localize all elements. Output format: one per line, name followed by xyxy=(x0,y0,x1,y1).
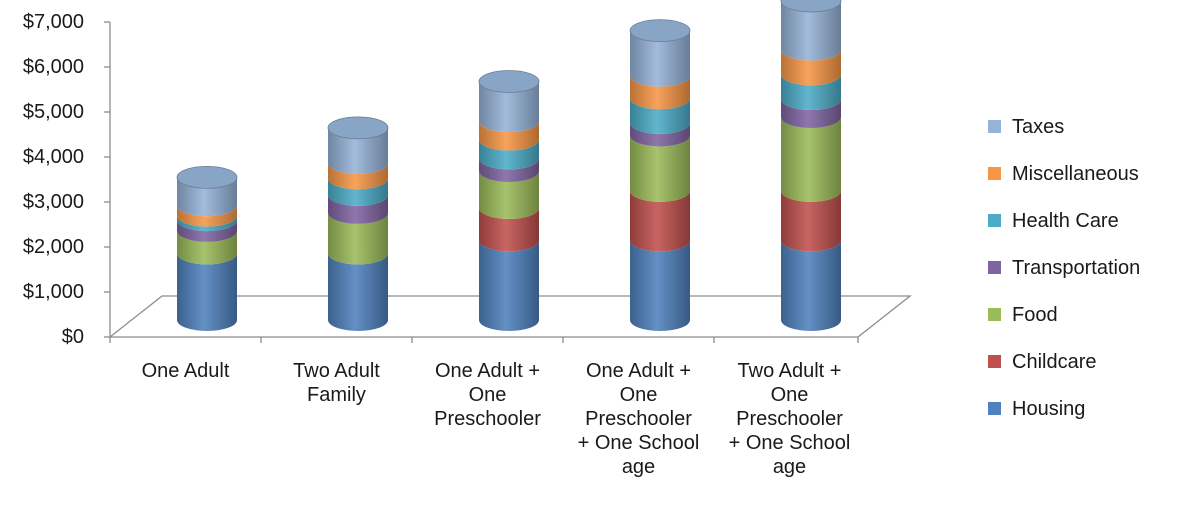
bar-segment-health-care xyxy=(781,74,841,111)
bar-segment-childcare xyxy=(630,190,690,252)
x-category-label: One Adult + One Preschooler + One School age xyxy=(564,359,714,479)
bar-segment-miscellaneous xyxy=(781,49,841,86)
legend-item-childcare: Childcare xyxy=(988,350,1178,374)
x-category-label: Two Adult + One Preschooler + One School age xyxy=(715,359,865,479)
legend-swatch xyxy=(988,120,1001,133)
x-category-label-line: One Adult + xyxy=(434,360,541,382)
bar-segment-transportation xyxy=(630,122,690,147)
legend-label: Housing xyxy=(1012,398,1086,420)
y-tick-label: $2,000 xyxy=(22,236,84,258)
y-tick-label: $1,000 xyxy=(22,281,84,303)
legend-swatch xyxy=(988,167,1001,180)
y-tick-label: $6,000 xyxy=(22,56,84,78)
x-category-label: Two Adult Family xyxy=(262,359,412,407)
legend-label: Childcare xyxy=(1012,351,1097,373)
legend-swatch xyxy=(988,214,1001,227)
bar-top-cap xyxy=(176,165,238,189)
bar-segment-food xyxy=(781,117,841,202)
x-category-label-line: One Adult + xyxy=(585,360,692,382)
bar-segment-miscellaneous xyxy=(177,205,238,227)
bar-segment-taxes xyxy=(328,127,388,174)
bar-segment-food xyxy=(328,212,388,265)
legend-item-housing: Housing xyxy=(988,397,1178,421)
y-tick-label: $3,000 xyxy=(22,191,84,213)
x-category-label-line: One xyxy=(468,384,507,406)
x-category-label-line: age xyxy=(621,456,656,478)
bar-segment-health-care xyxy=(177,215,238,232)
bar-segment-housing xyxy=(630,240,690,331)
y-tick-label: $5,000 xyxy=(22,101,84,123)
bar-segment-housing xyxy=(177,253,238,331)
bar-segment-transportation xyxy=(479,158,539,183)
bar-segment-childcare xyxy=(479,207,539,252)
x-category-label: One Adult xyxy=(111,359,261,383)
legend-label: Miscellaneous xyxy=(1012,163,1139,185)
legend-label: Health Care xyxy=(1012,210,1119,232)
legend-label: Transportation xyxy=(1012,257,1141,279)
bar-segment-health-care xyxy=(630,98,690,134)
bar-segment-taxes xyxy=(630,30,690,87)
bar-segment-food xyxy=(630,135,690,202)
legend-item-taxes: Taxes xyxy=(988,115,1178,139)
x-category-label-line: + One School xyxy=(577,432,700,454)
bar-segment-food xyxy=(479,171,539,219)
x-category-label-line: One Adult xyxy=(141,360,230,382)
x-category-label-line: One xyxy=(770,384,809,406)
legend-swatch xyxy=(988,355,1001,368)
x-category-label-line: age xyxy=(772,456,807,478)
x-category-label-line: Preschooler xyxy=(736,408,843,430)
legend-swatch xyxy=(988,308,1001,321)
bar-segment-housing xyxy=(328,253,388,331)
bar-top-cap xyxy=(478,70,540,93)
legend-swatch xyxy=(988,261,1001,274)
bar-segment-health-care xyxy=(479,139,539,170)
x-category-label: One Adult + One Preschooler xyxy=(413,359,563,431)
bar-segment-miscellaneous xyxy=(328,162,388,190)
bar-segment-housing xyxy=(479,240,539,331)
bar-segment-childcare xyxy=(781,190,841,252)
bar-segment-miscellaneous xyxy=(630,75,690,110)
x-category-label-line: Preschooler xyxy=(434,408,541,430)
y-tick-label: $7,000 xyxy=(22,11,84,33)
legend-item-miscellaneous: Miscellaneous xyxy=(988,162,1178,186)
legend-item-food: Food xyxy=(988,303,1178,327)
bar-segment-transportation xyxy=(177,220,238,242)
x-category-label-line: + One School xyxy=(728,432,851,454)
y-tick-label: $0 xyxy=(61,326,84,348)
legend-item-transportation: Transportation xyxy=(988,256,1178,280)
value-axis xyxy=(104,21,859,343)
x-category-label-line: Family xyxy=(307,384,366,406)
legend-label: Food xyxy=(1012,304,1058,326)
bar-segment-taxes xyxy=(781,0,841,61)
x-category-label-line: Two Adult xyxy=(293,360,380,382)
bar-segment-transportation xyxy=(781,99,841,129)
legend-item-health-care: Health Care xyxy=(988,209,1178,233)
bar-top-cap xyxy=(629,19,691,43)
x-category-label-line: One xyxy=(619,384,658,406)
bar-segment-transportation xyxy=(328,194,388,224)
bar-segment-miscellaneous xyxy=(479,121,539,151)
bar-segment-housing xyxy=(781,240,841,331)
chart-cylinders xyxy=(176,0,842,331)
legend-swatch xyxy=(988,402,1001,415)
bar-segment-taxes xyxy=(479,81,539,133)
bar-top-cap xyxy=(327,116,389,140)
bar-segment-food xyxy=(177,230,238,265)
y-tick-label: $4,000 xyxy=(22,146,84,168)
x-category-label-line: Preschooler xyxy=(585,408,692,430)
legend-label: Taxes xyxy=(1012,116,1065,138)
bar-segment-health-care xyxy=(328,178,388,206)
x-category-label-line: Two Adult + xyxy=(737,360,842,382)
bar-top-cap xyxy=(780,0,842,13)
